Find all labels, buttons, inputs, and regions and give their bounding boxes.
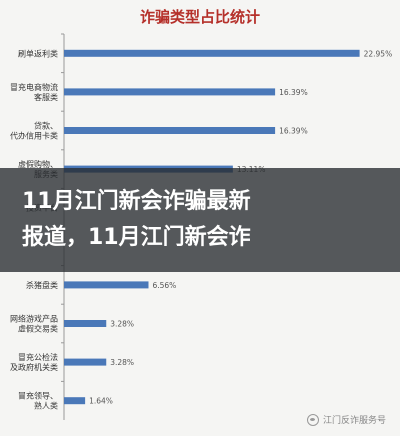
category-label: 冒充领导、熟人类	[18, 391, 58, 411]
headline-overlay: 11月江门新会诈骗最新 报道，11月江门新会诈	[0, 168, 400, 272]
headline-line-1: 11月江门新会诈骗最新	[22, 189, 251, 214]
category-label: 冒充公检法及政府机关类	[10, 352, 58, 372]
wechat-account-icon	[306, 413, 319, 426]
watermark-text: 江门反诈服务号	[322, 416, 386, 426]
bar	[64, 88, 276, 96]
chart-title: 诈骗类型占比统计	[140, 8, 260, 26]
bar	[64, 358, 107, 366]
data-label: 22.95%	[364, 49, 393, 58]
data-label: 16.39%	[279, 127, 308, 136]
bar	[64, 397, 86, 405]
headline-line-2: 报道，11月江门新会诈	[22, 225, 251, 250]
category-label: 刷单返利类	[18, 48, 58, 58]
data-label: 3.28%	[110, 320, 134, 329]
bar	[64, 320, 107, 327]
category-label: 贷款、代办信用卡类	[10, 121, 58, 141]
category-label: 杀猪盘类	[26, 280, 58, 290]
bar	[64, 49, 360, 57]
bar	[64, 127, 276, 134]
category-label: 冒充电商物流客服类	[10, 82, 58, 102]
data-label: 1.64%	[89, 397, 113, 406]
bar	[64, 281, 149, 289]
data-label: 16.39%	[279, 88, 308, 97]
data-label: 6.56%	[152, 281, 176, 290]
data-label: 3.28%	[110, 358, 134, 367]
category-label: 网络游戏产品虚假交易类	[10, 314, 58, 334]
watermark: 江门反诈服务号	[306, 413, 386, 426]
